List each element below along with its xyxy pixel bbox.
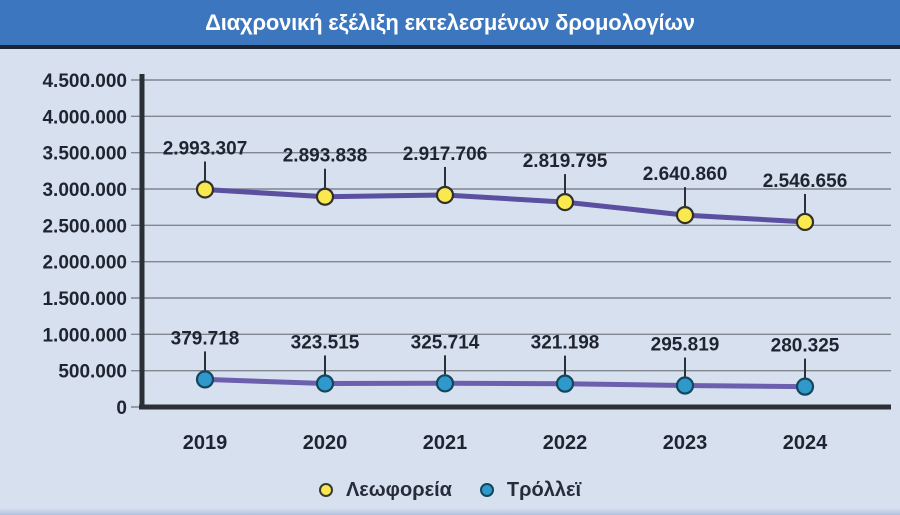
data-point-label-trolleys: 280.325 — [771, 336, 840, 357]
data-point-label-buses: 2.546.656 — [763, 171, 848, 192]
data-point-marker-buses — [195, 180, 215, 199]
y-tick-label: 2.500.000 — [42, 216, 127, 237]
data-point-marker-trolleys — [675, 376, 695, 395]
series-line-buses — [202, 187, 808, 225]
chart-title: Διαχρονική εξέλιξη εκτελεσμένων δρομολογ… — [205, 9, 695, 35]
data-point-label-buses: 2.640.860 — [643, 164, 728, 185]
y-tick-label: 3.000.000 — [42, 180, 127, 201]
bus-series-marker-icon — [318, 483, 333, 497]
y-tick-label: 4.000.000 — [42, 107, 127, 128]
legend-label-trolleys: Τρόλλεϊ — [506, 478, 582, 501]
trolley-series-marker-icon — [479, 483, 494, 497]
y-tick-label: 3.500.000 — [42, 144, 127, 165]
data-point-marker-trolleys — [795, 377, 815, 396]
data-point-label-buses: 2.917.706 — [403, 144, 488, 165]
x-tick-label: 2021 — [423, 432, 468, 454]
data-point-label-buses: 2.993.307 — [163, 138, 248, 159]
window-bottom-edge — [0, 508, 900, 515]
legend-item-trolleys: Τρόλλεϊ — [479, 478, 582, 502]
y-tick-label: 500.000 — [58, 362, 127, 383]
data-point-marker-trolleys — [555, 374, 575, 393]
data-point-label-trolleys: 295.819 — [651, 335, 720, 356]
y-tick-label: 4.500.000 — [42, 71, 127, 92]
data-point-marker-buses — [795, 212, 815, 232]
chart-legend: Λεωφορεία Τρόλλεϊ — [0, 474, 900, 506]
x-tick-label: 2022 — [543, 432, 588, 454]
x-tick-label: 2020 — [303, 432, 348, 454]
data-point-label-trolleys: 379.718 — [171, 328, 240, 349]
data-point-label-trolleys: 323.515 — [291, 332, 360, 353]
data-point-label-trolleys: 321.198 — [531, 333, 600, 354]
series-line-trolleys — [202, 376, 808, 390]
data-point-marker-trolleys — [435, 374, 455, 393]
x-tick-label: 2024 — [783, 432, 828, 454]
x-tick-label: 2023 — [663, 432, 708, 454]
data-point-marker-buses — [435, 185, 455, 205]
legend-item-buses: Λεωφορεία — [318, 478, 452, 502]
data-point-label-buses: 2.819.795 — [523, 151, 608, 172]
y-tick-label: 2.000.000 — [42, 253, 127, 274]
x-tick-label: 2019 — [183, 432, 228, 454]
chart-title-bar: Διαχρονική εξέλιξη εκτελεσμένων δρομολογ… — [0, 0, 900, 49]
y-tick-label: 1.500.000 — [42, 289, 127, 310]
data-point-marker-trolleys — [315, 374, 335, 393]
data-point-marker-trolleys — [195, 370, 215, 389]
y-tick-label: 1.000.000 — [42, 325, 127, 346]
legend-label-buses: Λεωφορεία — [345, 478, 452, 501]
data-point-label-trolleys: 325.714 — [411, 332, 480, 353]
data-point-marker-buses — [315, 187, 335, 206]
y-tick-label: 0 — [116, 398, 127, 419]
data-point-marker-buses — [555, 192, 575, 212]
data-point-label-buses: 2.893.838 — [283, 146, 368, 167]
data-point-marker-buses — [675, 205, 695, 225]
